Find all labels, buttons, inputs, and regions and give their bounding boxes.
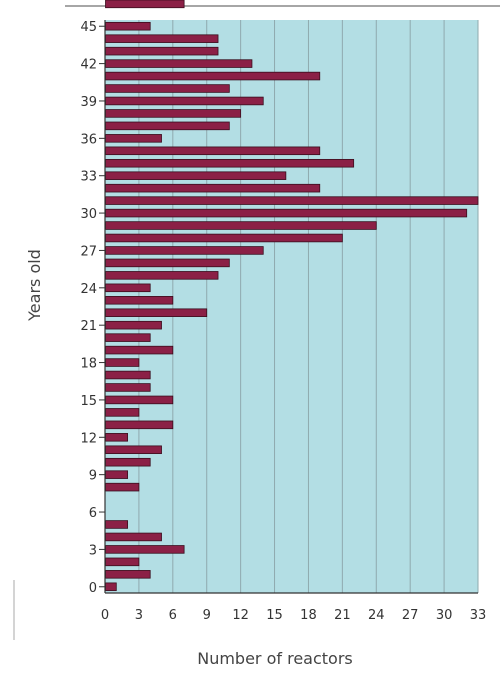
bar <box>105 570 151 579</box>
x-tick-label: 21 <box>334 608 351 623</box>
bar <box>105 246 264 255</box>
y-tick-label: 30 <box>80 207 97 222</box>
bar <box>105 109 242 118</box>
bar <box>105 482 140 492</box>
bar <box>105 121 230 131</box>
bar <box>105 59 253 68</box>
x-tick-label: 12 <box>232 608 249 623</box>
y-tick-label: 9 <box>89 469 97 484</box>
bar <box>105 457 151 467</box>
bar <box>105 408 140 417</box>
y-tick-label: 21 <box>80 319 97 334</box>
bar <box>105 532 162 542</box>
y-tick-label: 33 <box>80 170 97 185</box>
bar <box>105 582 117 592</box>
y-tick-label: 42 <box>80 58 97 73</box>
y-tick-label: 15 <box>80 394 97 409</box>
y-tick-label: 18 <box>80 357 97 372</box>
bar <box>105 196 479 205</box>
bar <box>105 345 174 355</box>
bar <box>105 208 468 218</box>
bar <box>105 21 151 31</box>
x-tick-label: 3 <box>135 608 143 623</box>
bar <box>105 183 321 193</box>
bar <box>105 320 162 330</box>
bar <box>105 395 174 405</box>
bar <box>105 383 151 392</box>
bar <box>105 333 151 342</box>
y-tick-label: 36 <box>80 132 97 147</box>
y-tick-label: 24 <box>80 282 97 297</box>
x-tick-label: 6 <box>169 608 177 623</box>
bar <box>105 96 264 106</box>
bar <box>105 0 185 9</box>
bar <box>105 146 321 156</box>
bar <box>105 271 219 280</box>
bar <box>105 470 129 479</box>
x-tick-label: 9 <box>203 608 211 623</box>
x-tick-label: 27 <box>402 608 419 623</box>
bar <box>105 557 140 567</box>
x-tick-label: 33 <box>470 608 487 623</box>
x-tick-label: 18 <box>300 608 317 623</box>
bar <box>105 358 140 367</box>
bar <box>105 233 343 243</box>
bar <box>105 420 174 430</box>
x-axis-ticks: 0 3 6 9 12 15 18 21 24 27 30 33 <box>101 608 486 623</box>
bar <box>105 283 151 293</box>
x-tick-label: 24 <box>368 608 385 623</box>
bar <box>105 445 162 455</box>
bar <box>105 34 219 43</box>
bar <box>105 46 219 56</box>
y-tick-label: 39 <box>80 95 97 110</box>
bar <box>105 258 230 268</box>
y-tick-label: 27 <box>80 244 97 259</box>
bar <box>105 158 355 168</box>
bar <box>105 433 129 442</box>
y-axis-title: Years old <box>25 249 44 322</box>
bar <box>105 296 174 305</box>
bar <box>105 134 162 143</box>
bar <box>105 308 208 317</box>
y-tick-label: 0 <box>89 581 97 596</box>
y-tick-label: 3 <box>89 543 97 558</box>
x-tick-label: 30 <box>436 608 453 623</box>
y-tick-label: 6 <box>89 506 97 521</box>
x-axis-title: Number of reactors <box>197 649 353 668</box>
y-tick-label: 12 <box>80 431 97 446</box>
bar <box>105 221 377 230</box>
bar <box>105 71 321 81</box>
x-tick-label: 0 <box>101 608 109 623</box>
x-tick-label: 15 <box>266 608 283 623</box>
bar <box>105 370 151 380</box>
bar <box>105 520 129 529</box>
bar <box>105 545 185 554</box>
bar <box>105 84 230 93</box>
bar <box>105 171 287 180</box>
plot-area <box>105 20 478 593</box>
y-tick-label: 45 <box>80 20 97 35</box>
